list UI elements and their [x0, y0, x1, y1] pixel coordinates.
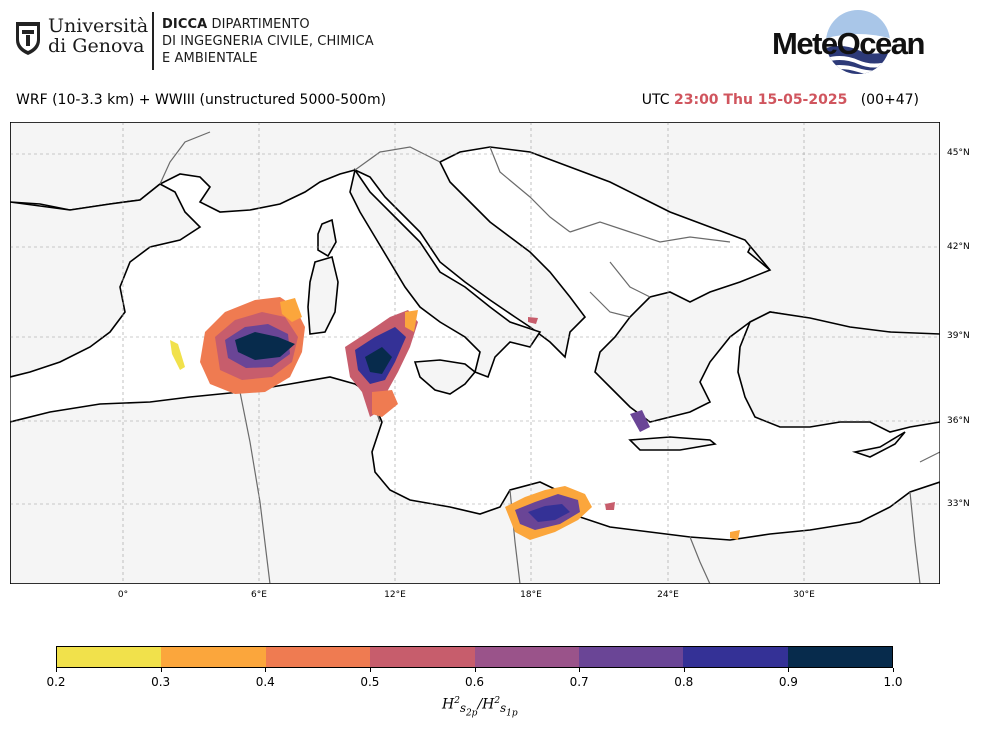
lon-label: 12°E [384, 590, 406, 600]
colorbar-tickmark [474, 668, 476, 672]
colorbar-tick-label: 0.5 [360, 675, 380, 689]
lat-label: 36°N [947, 416, 970, 426]
meteocean-logo-text: MeteOcean [772, 26, 924, 61]
lat-label: 45°N [947, 148, 970, 158]
dept-line2: DI INGEGNERIA CIVILE, CHIMICA [162, 34, 374, 49]
department-name: DICCA DIPARTIMENTO DI INGEGNERIA CIVILE,… [162, 16, 374, 67]
colorbar-segment [161, 647, 266, 667]
unige-shield-icon [16, 22, 40, 55]
dept-line1: DIPARTIMENTO [211, 17, 310, 32]
colorbar-tickmark [56, 668, 57, 672]
utc-prefix: UTC [641, 92, 670, 108]
map-panel [10, 122, 940, 584]
colorbar-segment [787, 647, 892, 667]
forecast-time: UTC 23:00 Thu 15-05-2025 (00+47) [642, 92, 919, 108]
university-line1: Università [48, 15, 149, 37]
lat-label: 42°N [947, 242, 970, 252]
logo-separator [152, 12, 154, 70]
swell-ratio-field [170, 297, 740, 540]
colorbar-segment [683, 647, 788, 667]
forecast-datetime: 23:00 Thu 15-05-2025 [673, 92, 848, 108]
lon-label: 30°E [793, 590, 815, 600]
forecast-lead-time: (00+47) [860, 92, 919, 108]
colorbar-tickmark [160, 668, 162, 672]
colorbar-tickmark [788, 668, 790, 672]
colorbar-tick-label: 0.8 [674, 675, 694, 689]
colorbar-label: H2s2p/H2s1p [442, 696, 518, 719]
lon-label: 18°E [520, 590, 542, 600]
lon-label: 0° [117, 590, 129, 600]
header-logos: Università di Genova DICCA DIPARTIMENTO … [0, 0, 985, 85]
colorbar-tickmark [683, 668, 685, 672]
dept-acronym: DICCA [162, 17, 208, 32]
university-name: Università di Genova [48, 16, 148, 56]
model-label: WRF (10-3.3 km) + WWIII (unstructured 50… [16, 92, 387, 108]
colorbar-tick-label: 0.9 [778, 675, 798, 689]
colorbar-tick-label: 0.7 [569, 675, 589, 689]
colorbar-tickmark [893, 668, 894, 672]
land-masses [10, 122, 940, 584]
colorbar-tickmark [579, 668, 581, 672]
country-borders [159, 131, 940, 584]
colorbar-tickmark [369, 668, 371, 672]
colorbar-tick-label: 0.4 [255, 675, 275, 689]
colorbar-tick-label: 1.0 [883, 675, 903, 689]
colorbar-tick-label: 0.2 [46, 675, 66, 689]
colorbar-segment [578, 647, 684, 667]
lon-label: 24°E [657, 590, 679, 600]
colorbar-tickmark [265, 668, 267, 672]
lat-label: 39°N [947, 331, 970, 341]
university-line2: di Genova [48, 35, 145, 57]
lat-label: 33°N [947, 499, 970, 509]
colorbar-segment [57, 647, 162, 667]
dept-line3: E AMBIENTALE [162, 51, 258, 66]
colorbar-tick-label: 0.6 [464, 675, 485, 689]
colorbar-segment [265, 647, 371, 667]
colorbar-segment [474, 647, 579, 667]
colorbar-tick-label: 0.3 [151, 675, 171, 689]
meteocean-logo: MeteOcean [772, 10, 926, 74]
colorbar-segment [370, 647, 475, 667]
lon-label: 6°E [251, 590, 267, 600]
colorbar [56, 646, 893, 668]
